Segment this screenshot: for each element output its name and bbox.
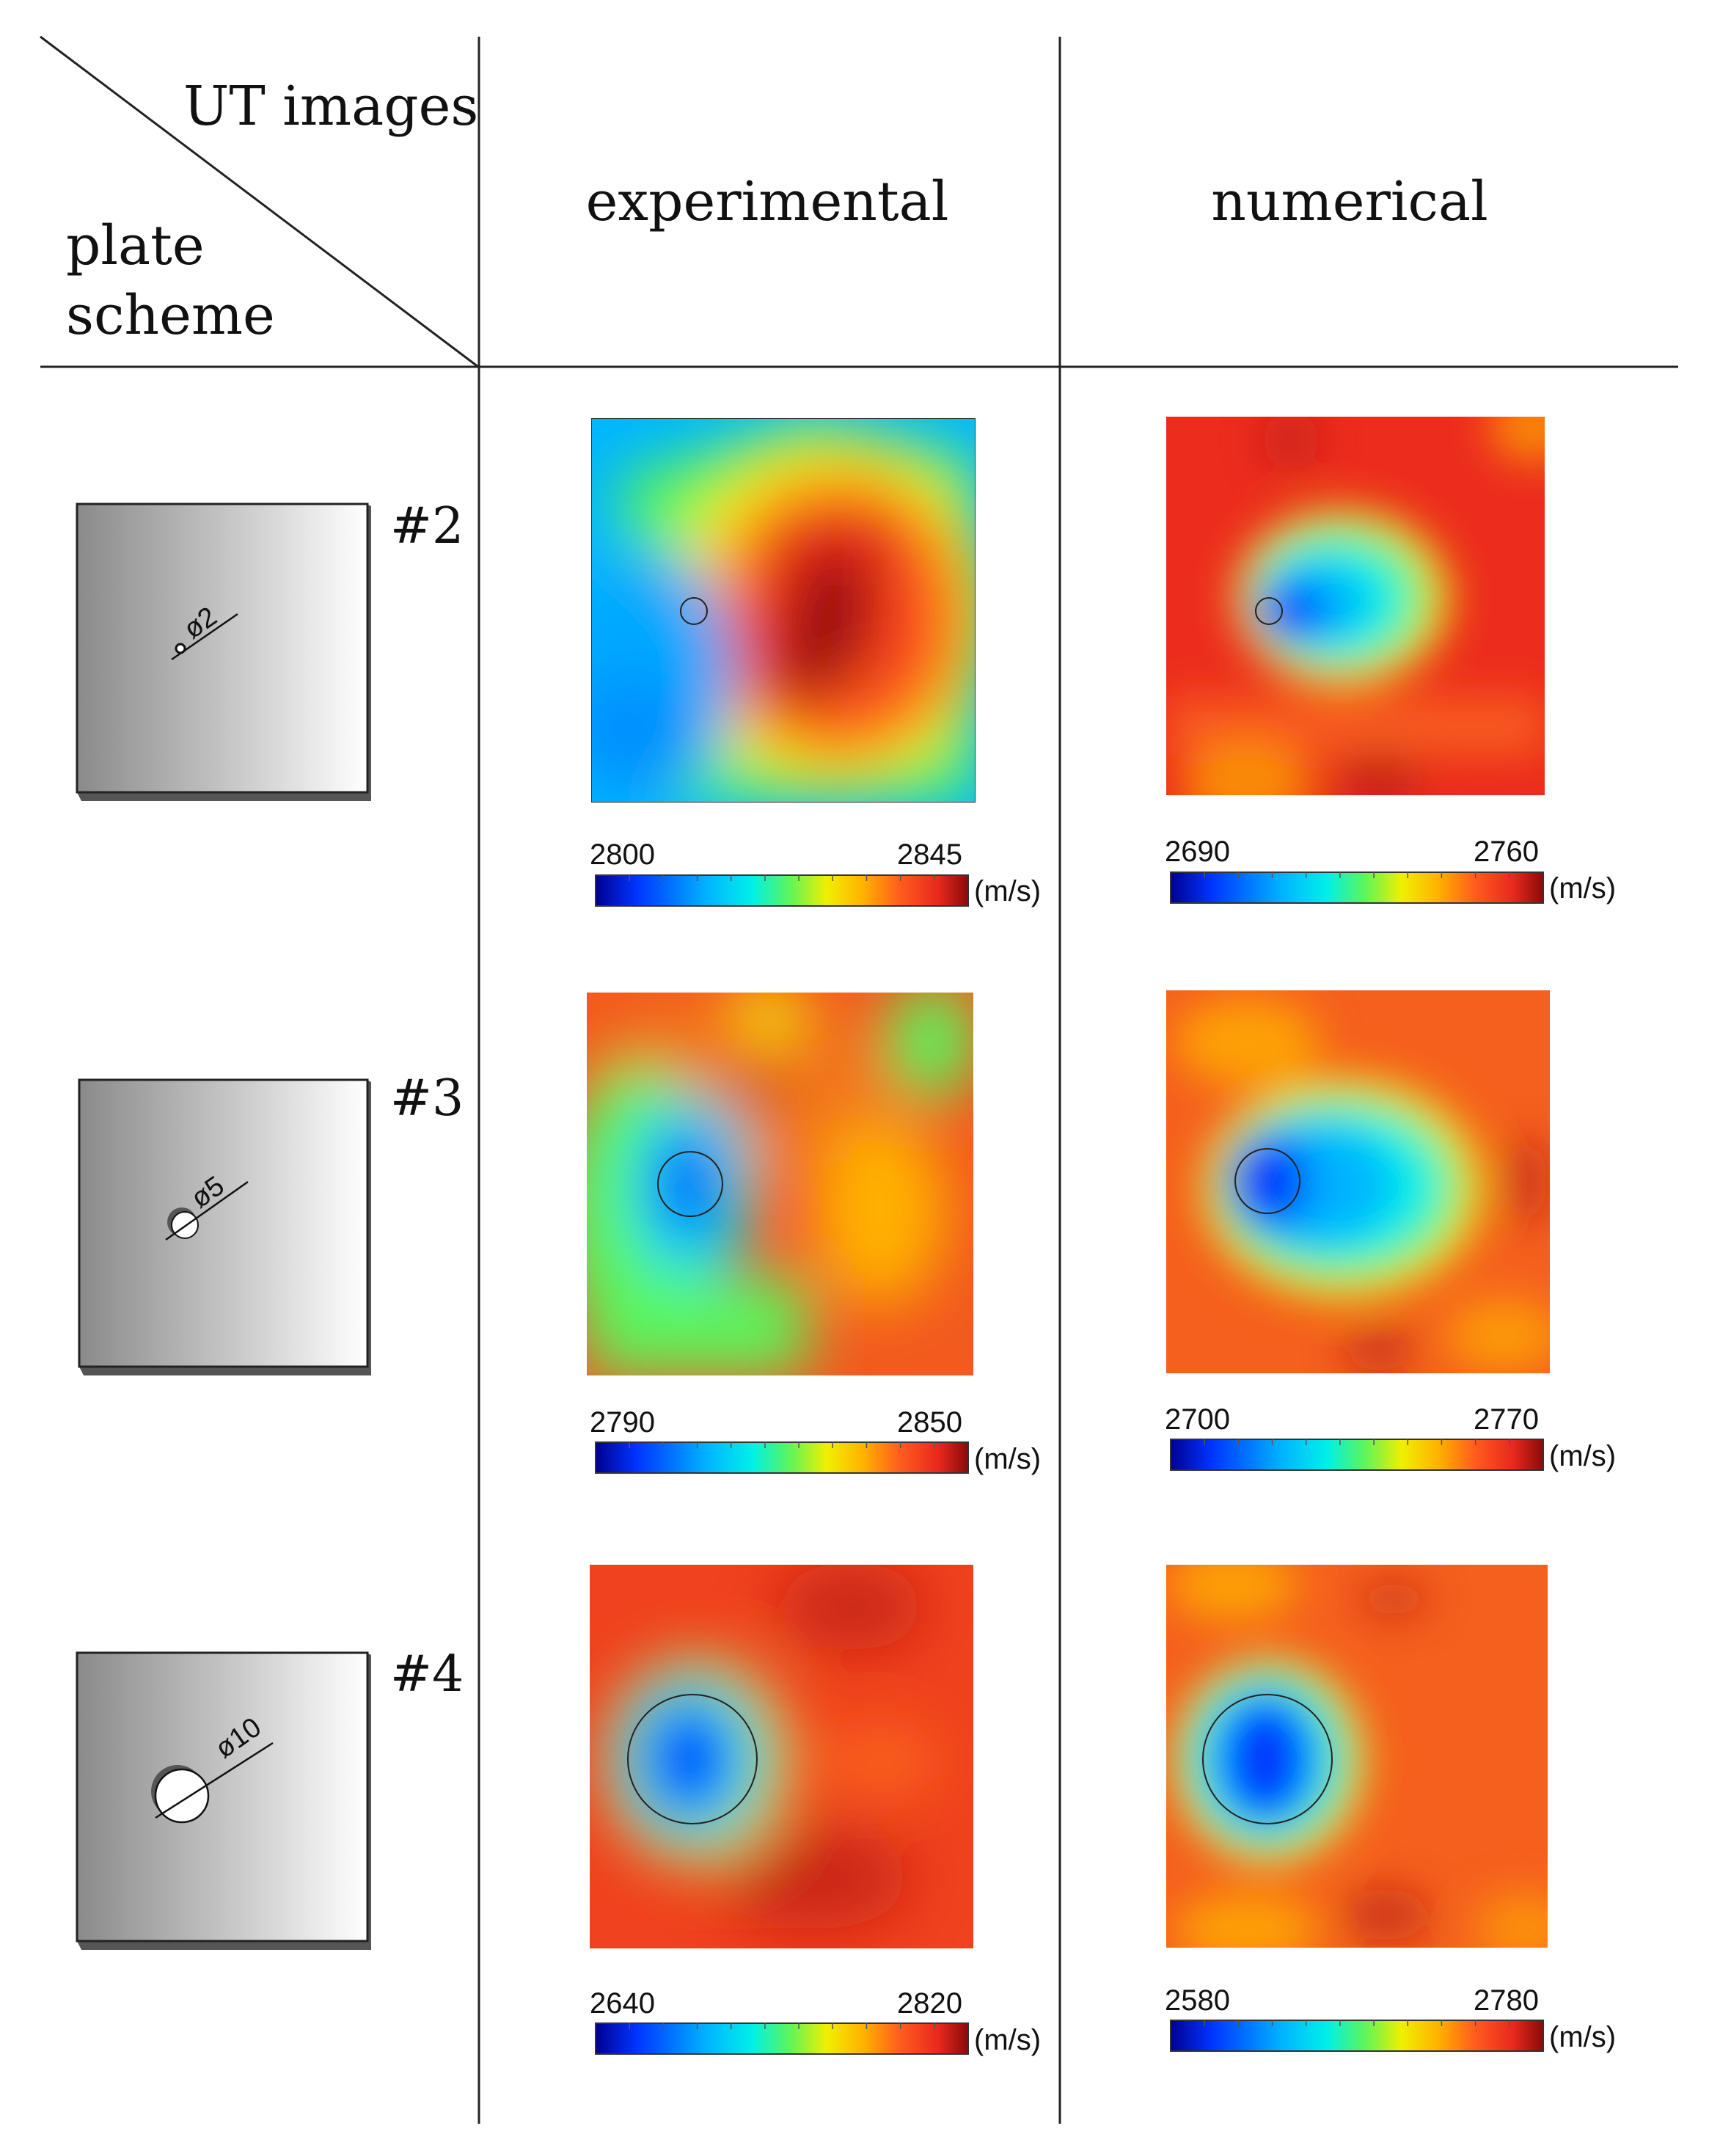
colorbar-max-label: 2780 — [1474, 1984, 1539, 2017]
ut-image-numerical-3 — [1166, 990, 1550, 1373]
plate-id-4: #4 — [390, 1645, 464, 1703]
colorbar-numerical-3: 2700 2770 (m/s) — [1165, 1403, 1616, 1472]
colorbar-experimental-3: 2790 2850 (m/s) — [590, 1406, 1041, 1475]
colorbar-max-label: 2845 — [897, 838, 962, 871]
colorbar-max-label: 2820 — [897, 1987, 962, 2020]
colorbar-max-label: 2850 — [897, 1406, 962, 1439]
colorbar-min-label: 2700 — [1165, 1403, 1230, 1436]
colorbar-max-label: 2770 — [1474, 1403, 1539, 1436]
colorbar-numerical-4: 2580 2780 (m/s) — [1165, 1984, 1616, 2053]
plate-id-2: #2 — [390, 497, 464, 555]
colorbar-unit-label: (m/s) — [1549, 2021, 1616, 2053]
plate-scheme-2: ø2 — [76, 503, 371, 801]
colorbar-min-label: 2800 — [590, 838, 655, 871]
colorbar-ticks — [629, 872, 1510, 2029]
colorbar-unit-label: (m/s) — [974, 2024, 1041, 2056]
plate-scheme-3: ø5 — [78, 1078, 371, 1375]
colorbar-max-label: 2760 — [1474, 836, 1539, 868]
colorbar-unit-label: (m/s) — [974, 1443, 1041, 1475]
colorbar-min-label: 2690 — [1165, 836, 1230, 868]
ut-image-numerical-4 — [1166, 1565, 1548, 1948]
colorbar-unit-label: (m/s) — [974, 875, 1041, 907]
ut-image-experimental-4 — [590, 1565, 973, 1948]
colorbar-unit-label: (m/s) — [1549, 872, 1616, 905]
colorbar-unit-label: (m/s) — [1549, 1440, 1616, 1472]
colorbar-experimental-2: 2800 2845 (m/s) — [590, 838, 1041, 907]
plate-scheme-4: ø10 — [76, 1651, 371, 1950]
header-corner-top: UT images — [183, 75, 478, 138]
colorbar-min-label: 2580 — [1165, 1984, 1230, 2017]
ut-image-experimental-2 — [591, 418, 976, 803]
colorbar-numerical-2: 2690 2760 (m/s) — [1165, 836, 1616, 905]
colorbar-min-label: 2790 — [590, 1406, 655, 1439]
column-header-experimental: experimental — [586, 170, 949, 233]
colorbar-min-label: 2640 — [590, 1987, 655, 2020]
plate-id-3: #3 — [390, 1070, 464, 1128]
header-corner-bottom-line2: scheme — [66, 284, 275, 347]
header-diagonal — [40, 35, 479, 368]
ut-image-numerical-2 — [1166, 417, 1545, 795]
header-corner-bottom-line1: plate — [66, 214, 205, 277]
ut-image-experimental-3 — [587, 993, 973, 1375]
colorbar-experimental-4: 2640 2820 (m/s) — [590, 1987, 1041, 2056]
column-header-numerical: numerical — [1211, 170, 1488, 233]
